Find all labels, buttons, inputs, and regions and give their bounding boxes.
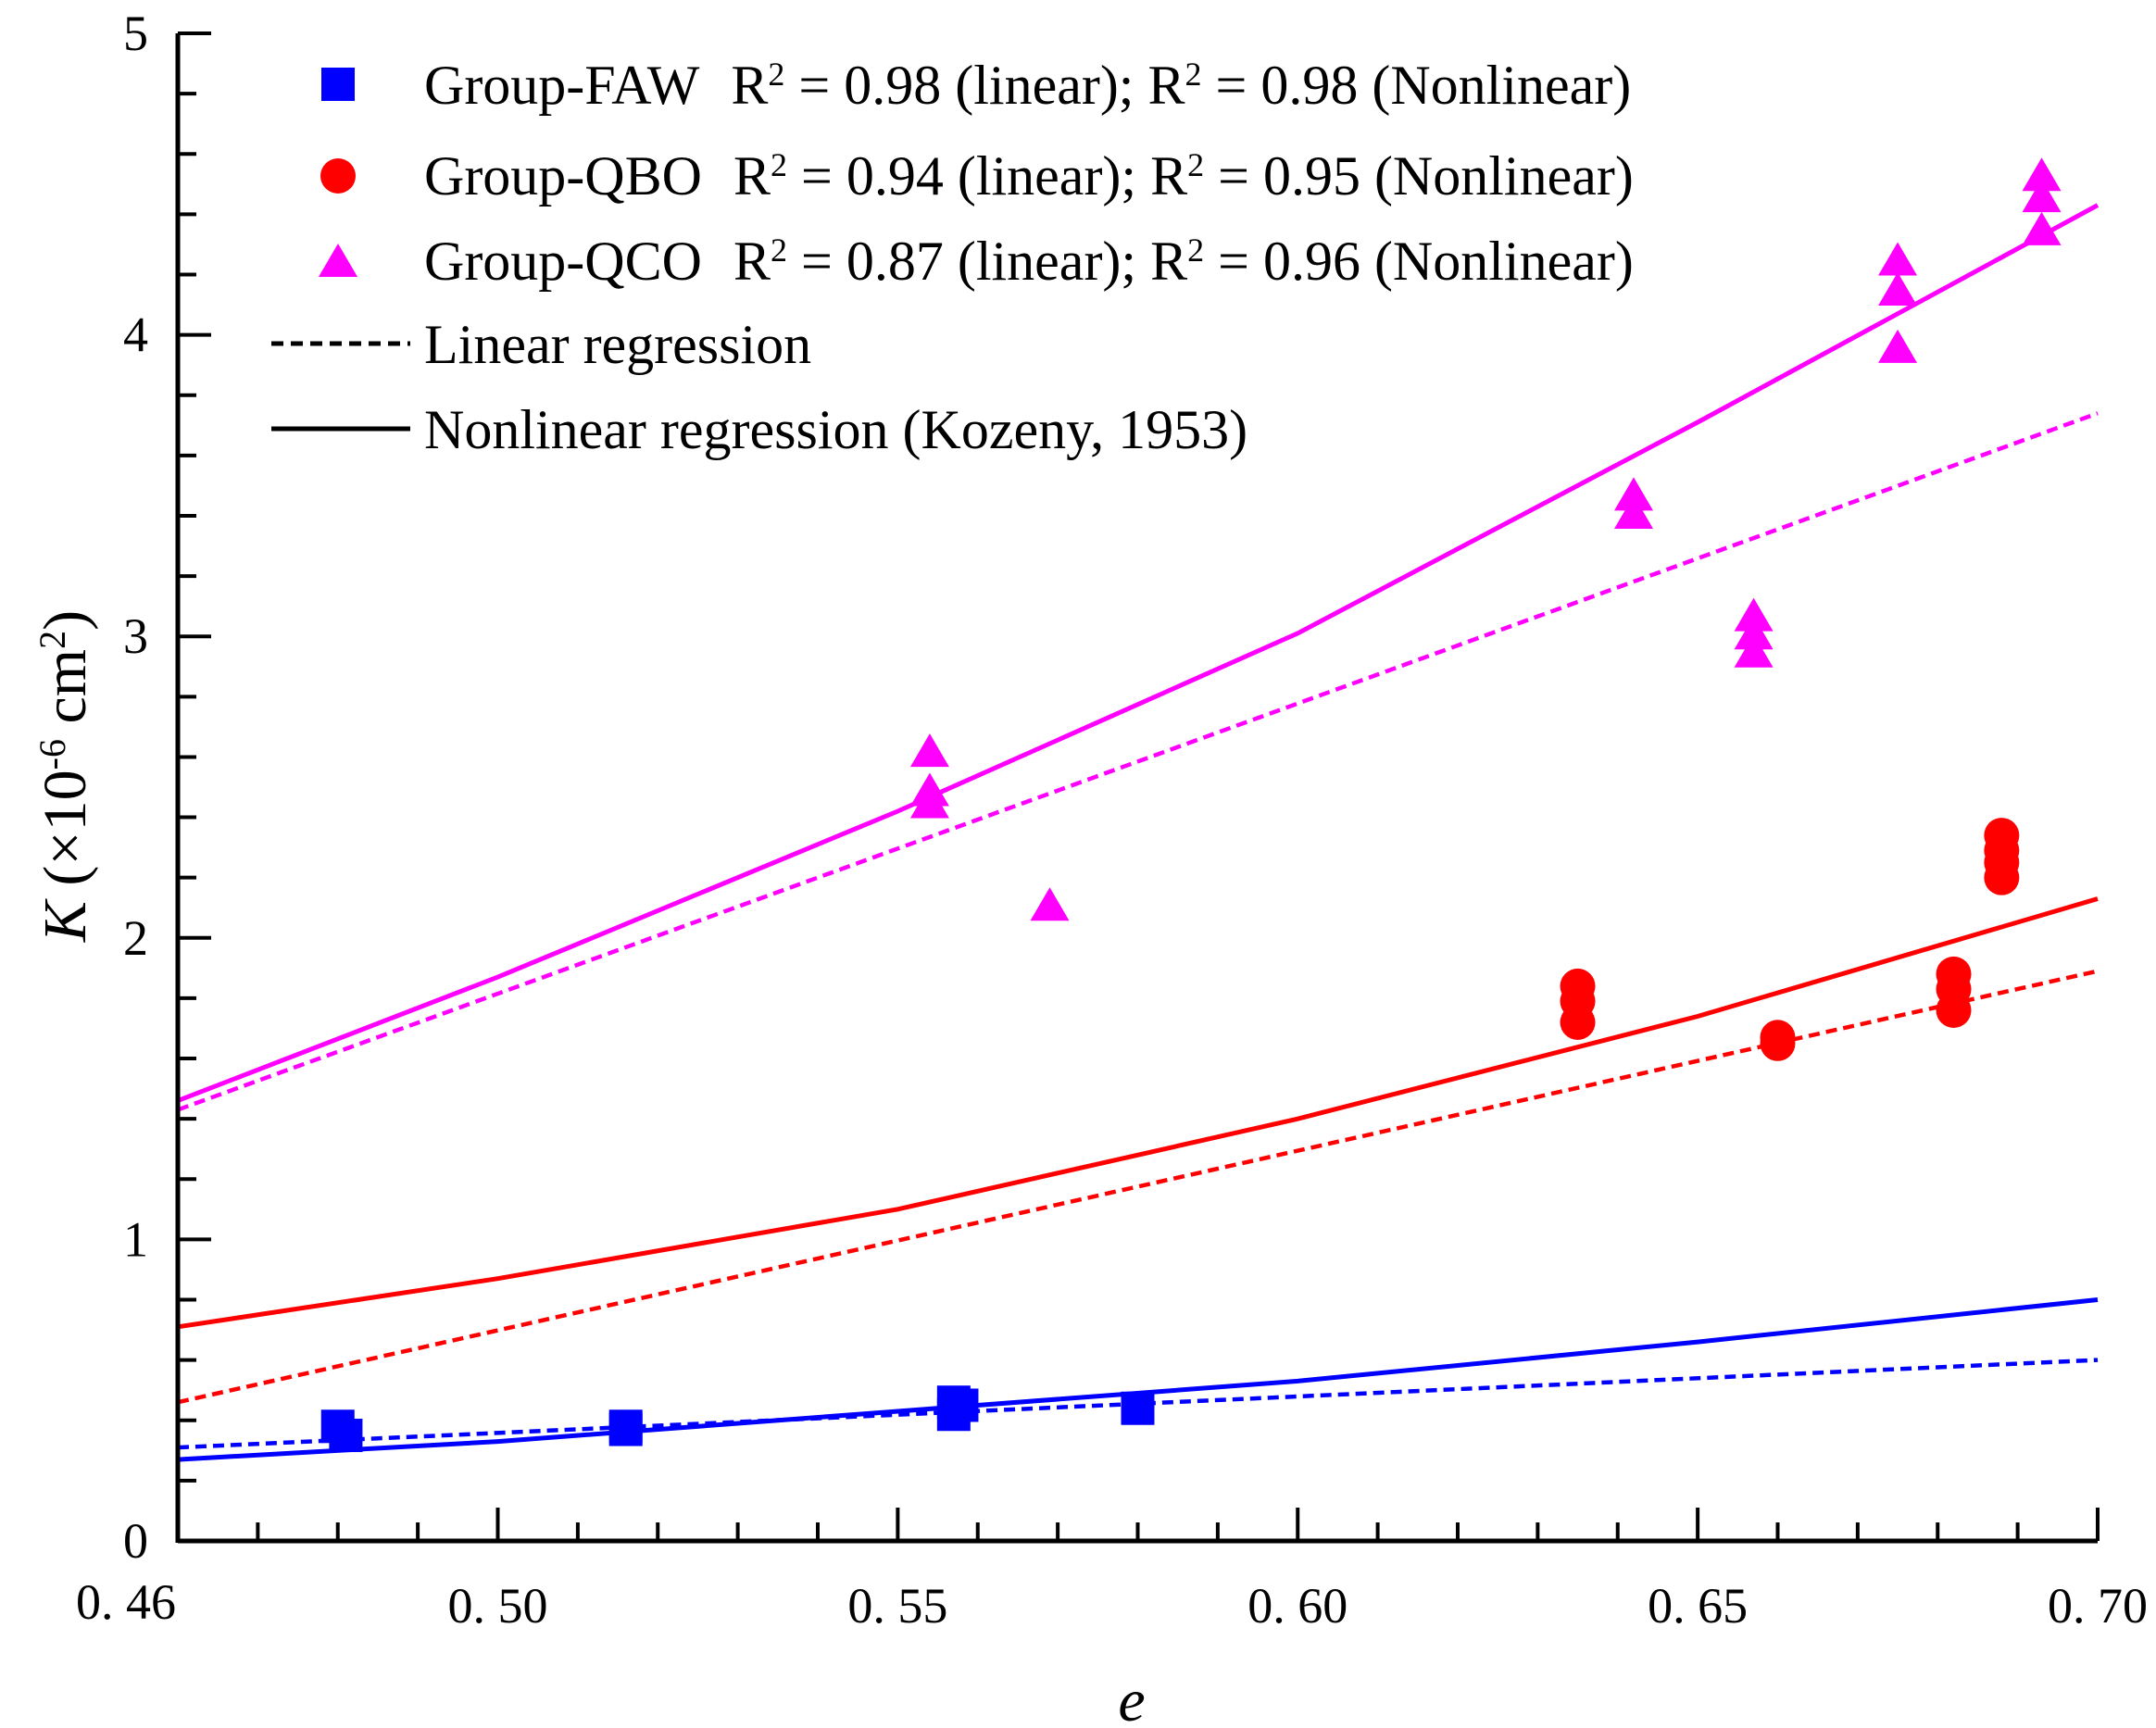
legend-entry-qbo: Group-QBO R2 = 0.94 (linear); R2 = 0.95 (… [424,145,1634,207]
data-points [320,157,2062,1453]
x-tick-label: 0. 55 [847,1578,947,1634]
data-point-group-qco [1878,329,1918,363]
data-point-group-qbo [1936,992,1972,1028]
data-point-group-qco [1614,477,1654,511]
y-tick-label: 0 [123,1513,148,1569]
data-point-group-qco [1734,616,1774,650]
data-point-group-qco [1614,495,1654,529]
y-axis-unit-c: ) [31,610,99,631]
y-axis-unit-exp2: 2 [31,631,73,649]
data-point-group-qbo [1984,859,2020,895]
y-axis-var: K [31,898,99,943]
legend-entry-linear: Linear regression [424,314,811,375]
y-tick-label: 5 [123,6,148,61]
nonlinear-fit-group-qco [177,203,2100,1103]
data-point-group-qco [1734,633,1774,668]
legend-entry-qco: Group-QCO R2 = 0.87 (linear); R2 = 0.96 (… [424,231,1634,292]
ticks: 0. 46 0. 50 0. 55 0. 60 0. 65 0. 70 0 1 2 3 4 5 [76,6,2148,1634]
linear-fit-group-qco [177,411,2099,1112]
x-tick-label: 0. 65 [1648,1578,1748,1634]
data-point-group-qco [2022,211,2062,245]
legend-entry-faw: Group-FAW R2 = 0.98 (linear); R2 = 0.98 (… [424,55,1631,116]
data-point-group-qco [2022,179,2062,213]
nonlinear-fit-group-qbo [177,896,2099,1330]
data-point-group-qco [1878,242,1918,276]
legend-entry-nonlinear: Nonlinear regression (Kozeny, 1953) [424,399,1247,460]
y-axis-title: K (×10-6 cm2) [31,610,100,943]
y-axis-unit-b: cm [31,649,99,739]
data-point-group-qco [909,784,949,819]
data-point-group-qbo [1560,1004,1596,1040]
x-tick-label: 0. 70 [2048,1578,2148,1634]
y-tick-label: 3 [123,608,148,664]
data-point-group-qco [1734,597,1774,632]
x-axis-title: e [1118,1667,1145,1728]
legend-marker-qco [319,244,357,277]
x-tick-label: 0. 60 [1247,1578,1348,1634]
nonlinear-fit-group-faw [177,1297,2099,1462]
y-tick-label: 1 [123,1211,148,1267]
legend-marker-faw [321,68,355,101]
legend: Group-FAW R2 = 0.98 (linear); R2 = 0.98 (… [271,55,1634,460]
data-point-group-faw [1121,1391,1155,1425]
data-point-group-qco [909,733,949,768]
legend-marker-qbo [320,158,356,194]
data-point-group-qbo [1760,1025,1796,1061]
x-tick-label: 0. 50 [448,1578,548,1634]
data-point-group-faw [329,1419,363,1453]
data-point-group-faw [945,1388,979,1422]
data-point-group-faw [608,1412,643,1446]
x-tick-label: 0. 46 [76,1574,176,1630]
data-point-group-qco [1030,887,1070,921]
fit-lines [177,203,2100,1462]
y-tick-label: 4 [123,307,148,363]
y-axis-unit-exp: -6 [31,739,73,770]
y-axis-unit-a: (×10 [31,770,99,901]
data-point-group-qco [1878,272,1918,307]
linear-fit-group-qbo [177,969,2099,1405]
data-point-group-qco [2022,157,2062,192]
y-tick-label: 2 [123,910,148,966]
